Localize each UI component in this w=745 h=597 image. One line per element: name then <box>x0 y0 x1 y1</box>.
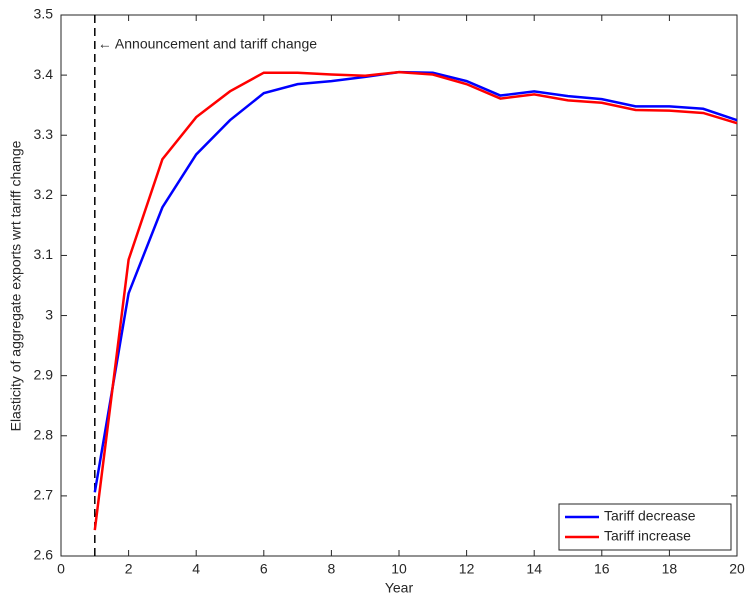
x-tick-label: 18 <box>662 561 678 577</box>
annotation: ← Announcement and tariff change <box>98 36 317 52</box>
y-tick-label: 2.8 <box>34 426 54 442</box>
legend-box <box>558 503 732 551</box>
series-line <box>93 70 738 531</box>
x-tick-label: 16 <box>594 561 610 577</box>
y-tick-label: 3.1 <box>34 246 54 262</box>
y-tick-label: 3.4 <box>34 66 54 82</box>
legend-label: Tariff increase <box>604 528 691 544</box>
y-tick-label: 3.5 <box>34 6 54 22</box>
x-tick-label: 0 <box>57 561 65 577</box>
y-tick-label: 2.7 <box>34 487 54 503</box>
x-tick-label: 2 <box>125 561 133 577</box>
plot-frame <box>60 14 738 557</box>
x-axis-label: Year <box>385 580 414 596</box>
x-tick-label: 20 <box>729 561 745 577</box>
x-tick-label: 4 <box>192 561 200 577</box>
y-axis-label: Elasticity of aggregate exports wrt tari… <box>8 140 24 431</box>
y-tick-label: 3.2 <box>34 186 54 202</box>
y-tick-label: 2.6 <box>34 547 54 563</box>
x-tick-label: 6 <box>260 561 268 577</box>
y-tick-label: 3 <box>45 306 53 322</box>
legend-label: Tariff decrease <box>604 508 696 524</box>
y-tick-label: 2.9 <box>34 366 54 382</box>
y-tick-label: 3.3 <box>34 126 54 142</box>
x-tick-label: 8 <box>328 561 336 577</box>
x-tick-label: 10 <box>391 561 407 577</box>
x-tick-label: 14 <box>526 561 542 577</box>
x-tick-label: 12 <box>459 561 475 577</box>
